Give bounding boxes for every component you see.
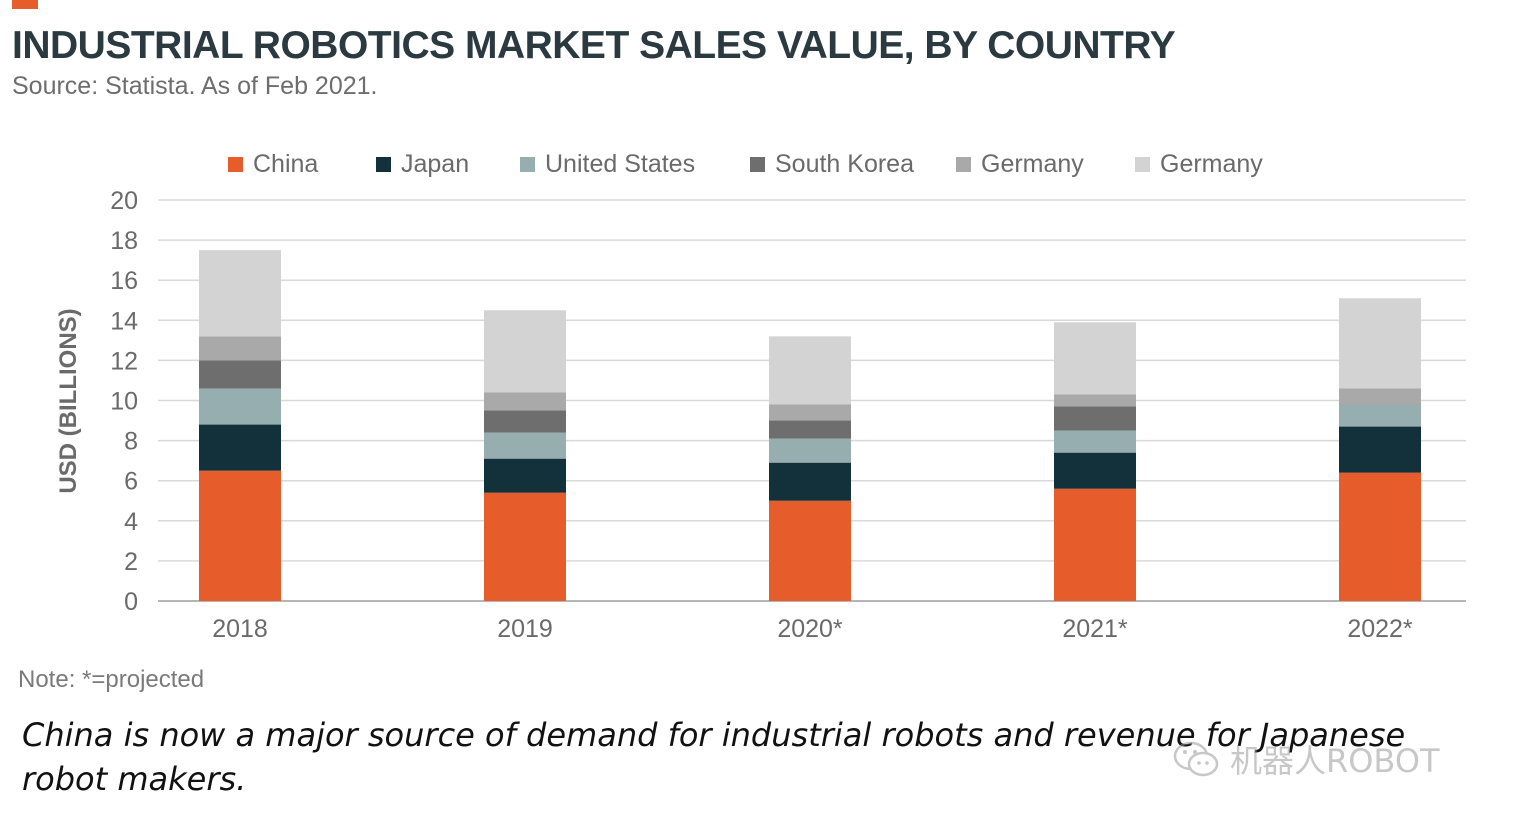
bar-segment-4-2019 [484,410,566,433]
legend-swatch-germany-a [956,156,971,172]
bar-segment-1-2019 [484,492,566,601]
x-tick-label: 2020* [777,615,843,643]
chart-title: INDUSTRIAL ROBOTICS MARKET SALES VALUE, … [12,24,1176,67]
legend-swatch-japan [376,156,391,172]
bar-segment-3-2021 [1054,430,1136,453]
y-tick-label: 16 [110,267,138,295]
y-tick-label: 18 [110,227,138,255]
legend-swatch-germany-b [1135,156,1150,172]
y-tick-label: 6 [124,468,138,496]
legend-item-japan: Japan [376,148,469,180]
chart-legend: China Japan United States South Korea Ge… [228,148,1288,180]
bar-segment-1-2020 [769,500,851,601]
legend-item-germany-b: Germany [1135,148,1263,180]
y-tick-label: 4 [124,508,138,536]
bar-segment-1-2021 [1054,488,1136,601]
x-tick-label: 2022* [1347,615,1413,643]
axes: 0 2 4 6 8 10 12 14 16 18 20 2018 2019 2020* 2021* 2022* [110,187,1413,643]
bar-segment-5-2019 [484,392,566,411]
chart-note: Note: *=projected [18,666,205,693]
legend-label-germany-a: Germany [981,149,1084,178]
legend-label-south-korea: South Korea [775,149,914,178]
legend-label-united-states: United States [545,149,696,178]
bar-segment-1-2018 [199,470,281,601]
legend-swatch-south-korea [750,156,765,172]
legend-swatch-united-states [520,156,535,172]
bar-segment-6-2019 [484,310,566,393]
watermark-text: 机器人ROBOT [1230,742,1440,780]
bar-segment-2-2020 [769,462,851,501]
bar-segment-2-2019 [484,458,566,493]
x-tick-label: 2021* [1062,615,1128,643]
x-tick-label: 2018 [212,615,268,643]
chart-subtitle: Source: Statista. As of Feb 2021. [12,72,378,100]
watermark: 机器人ROBOT [1172,736,1440,782]
bar-segment-1-2022 [1339,472,1421,601]
legend-swatch-china [228,156,243,172]
legend-item-united-states: United States [520,148,695,180]
x-tick-label: 2019 [497,615,553,643]
bar-segment-4-2021 [1054,406,1136,431]
caption-text: China is now a major source of demand fo… [22,716,1406,798]
y-tick-label: 0 [124,588,138,616]
bar-segment-6-2020 [769,336,851,405]
y-tick-label: 10 [110,388,138,416]
y-tick-label: 14 [110,307,138,335]
y-tick-label: 12 [110,347,138,375]
y-tick-label: 20 [110,187,138,215]
bar-segment-3-2019 [484,432,566,459]
bar-segment-2-2022 [1339,426,1421,473]
bar-segment-4-2018 [199,360,281,389]
bar-segment-5-2022 [1339,388,1421,405]
bar-segment-5-2018 [199,336,281,361]
legend-item-germany-a: Germany [956,148,1084,180]
bar-segment-3-2020 [769,438,851,463]
legend-label-germany-b: Germany [1160,149,1263,178]
y-tick-label: 2 [124,548,138,576]
bar-segment-4-2020 [769,420,851,439]
bar-segment-5-2020 [769,404,851,421]
bar-segment-3-2022 [1339,404,1421,427]
bar-segment-2-2018 [199,424,281,471]
bar-segment-2-2021 [1054,452,1136,489]
bars [199,250,1421,601]
accent-bar [12,0,38,9]
chat-bubbles-icon [1173,741,1219,777]
legend-label-china: China [253,149,319,178]
bar-segment-5-2021 [1054,394,1136,407]
legend-item-china: China [228,148,318,180]
bar-segment-6-2021 [1054,322,1136,395]
legend-item-south-korea: South Korea [750,148,914,180]
y-axis-label: USD (BILLIONS) [55,308,82,493]
bar-segment-3-2018 [199,388,281,425]
y-tick-label: 8 [124,428,138,456]
legend-label-japan: Japan [401,149,470,178]
bar-segment-6-2022 [1339,298,1421,389]
bar-segment-6-2018 [199,250,281,337]
